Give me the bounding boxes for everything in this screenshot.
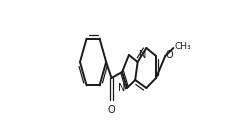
- Text: O: O: [108, 105, 115, 115]
- Text: N: N: [118, 83, 126, 93]
- Text: CH₃: CH₃: [174, 42, 191, 51]
- Text: N: N: [139, 50, 146, 60]
- Text: O: O: [166, 50, 173, 60]
